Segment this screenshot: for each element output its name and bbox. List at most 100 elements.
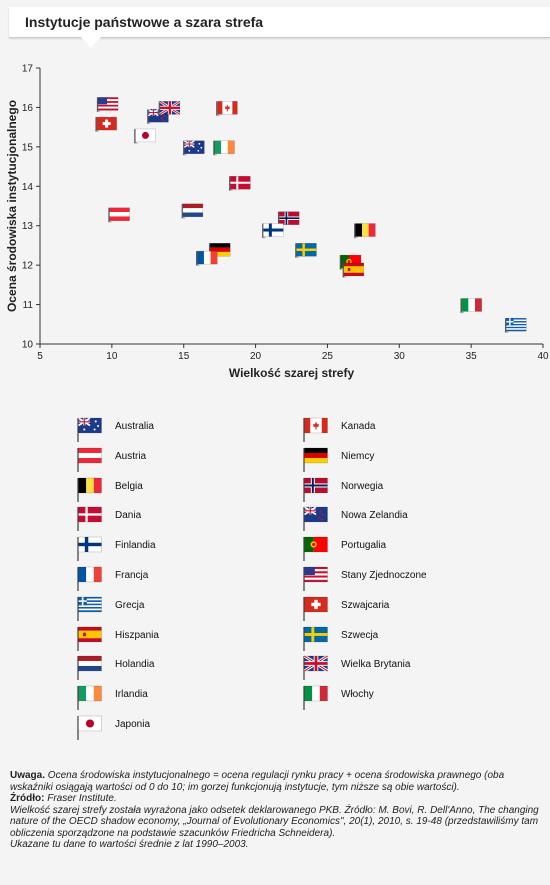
legend-flag-no [303,477,328,502]
legend-label: Nowa Zelandia [341,510,408,522]
pole-shadow [182,153,187,156]
legend-label: Hiszpania [115,629,159,641]
legend-flag-nl [77,656,102,681]
note-source-label: Źródło: [10,793,45,804]
notes: Uwaga. Ocena środowiska instytucjonalneg… [10,770,545,851]
pole-shadow [158,114,163,117]
flag-fi [263,223,284,237]
y-tick-label: 11 [23,300,34,311]
x-tick-label: 10 [106,351,118,362]
pole-shadow [212,153,217,156]
data-point-au [182,140,205,156]
legend-label: Stany Zjednoczone [341,570,427,581]
legend-label: Australia [115,421,154,432]
legend-label: Finlandia [115,540,156,552]
legend-label: Portugalia [341,540,387,552]
note-source-text: Fraser Institute. [44,793,117,804]
data-point-fr [195,250,218,266]
data-point-gb [158,100,181,117]
flag-be [355,223,376,237]
legend-label: Niemcy [341,450,375,462]
flag-de [209,243,231,257]
x-tick-label: 40 [537,351,549,362]
legend-flag-dk [77,507,102,532]
flag-ch [96,116,117,131]
pole-shadow [146,122,151,124]
pole-shadow [460,311,465,314]
x-tick-label: 35 [466,351,478,362]
flag-gr [505,317,527,332]
legend-label: Irlandia [115,689,148,701]
legend-label: Norwegia [341,480,384,492]
chart-title: Instytucje państwowe a szara strefa [25,14,264,30]
flag-no [278,211,300,225]
pole-shadow [215,114,220,117]
legend-label: Włochy [341,689,374,701]
y-tick-label: 13 [22,221,34,232]
note-uwaga: Uwaga. Ocena środowiska instytucjonalneg… [10,770,545,793]
data-point-no [277,211,300,227]
data-point-ie [212,140,235,156]
legend-label: Wielka Brytania [341,659,411,671]
data-point-jp [133,128,156,144]
note-uwaga-label: Uwaga. [10,770,46,781]
legend-flag-gb [303,655,329,681]
data-point-us [96,97,119,113]
note-uwaga-text: Ocena środowiska instytucjonalnego = oce… [10,770,505,793]
legend-flag-ca [303,417,328,442]
data-point-at [107,207,130,223]
pole-shadow [107,220,112,223]
data-point-se [294,243,317,259]
scatter-chart: 5 10 15 20 25 30 35 401011121314151617Wielkość … [5,64,549,381]
legend-label: Kanada [341,421,376,432]
pole-shadow [261,236,266,239]
legend-flag-gr [77,596,102,621]
legend-flag-at [77,447,102,472]
pole-shadow [504,331,509,333]
title-tail [80,36,102,48]
flag-ca [217,101,238,115]
flag-dk [230,175,251,190]
x-axis-label: Wielkość szarej strefy [229,366,355,380]
pole-shadow [95,130,100,132]
legend-flag-fi [77,536,102,562]
data-point-dk [228,175,251,192]
flag-es [343,262,365,277]
legend-flag-fr [77,566,102,591]
legend-flag-au [77,417,102,442]
flag-se [296,243,317,257]
legend-flag-se [303,626,328,651]
pole-shadow [181,217,186,219]
flag-jp [135,128,156,143]
legend-label: Szwecja [341,629,379,641]
flag-au [183,140,205,154]
data-point-gr [504,317,527,333]
flag-us [97,97,119,111]
legend-label: Belgia [115,480,143,492]
y-tick-label: 12 [22,261,34,272]
flag-fr [196,250,218,265]
x-tick-label: 25 [322,351,334,362]
data-point-ch [95,116,117,132]
y-tick-label: 15 [22,142,34,153]
note-source: Źródło: Fraser Institute. [10,793,545,805]
legend-label: Japonia [115,719,151,730]
y-tick-label: 17 [22,64,34,75]
data-point-nl [181,203,204,219]
data-point-it [460,298,482,314]
data-point-be [353,223,376,239]
note-period: Ukazane tu dane to wartości średnie z la… [10,839,249,850]
flag-nl [182,203,204,218]
x-tick-label: 5 [37,351,43,362]
pole-shadow [96,110,101,113]
data-point-ca [215,101,238,117]
flag-it [461,298,482,312]
legend-label: Holandia [115,659,155,671]
legend-label: Grecja [115,599,145,611]
x-tick-label: 30 [394,351,406,362]
pole-shadow [339,268,344,270]
y-tick-label: 10 [22,340,34,351]
legend-label: Francja [115,570,149,581]
pole-shadow [228,189,233,192]
